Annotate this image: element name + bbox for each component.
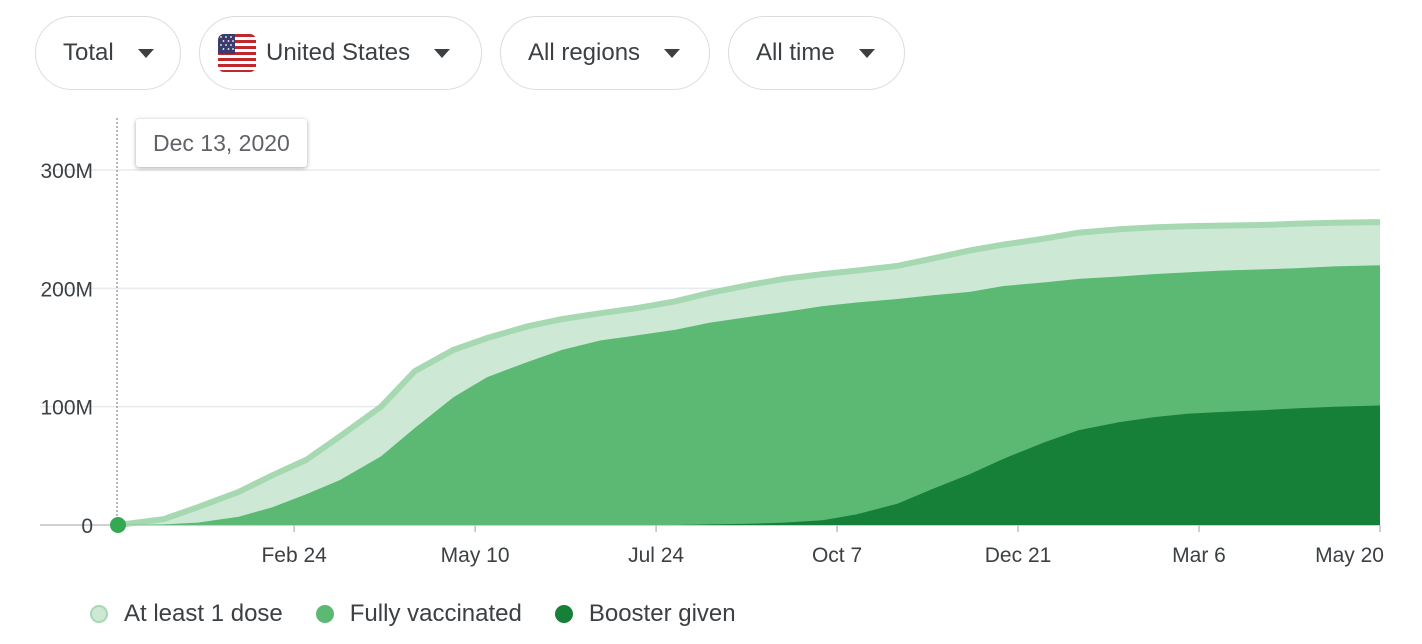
y-tick-label: 300M: [40, 160, 93, 183]
x-tick-label: Feb 24: [261, 544, 327, 567]
legend-item-booster-given[interactable]: Booster given: [554, 600, 736, 628]
caret-down-icon: [858, 48, 875, 58]
legend-swatch-at-least-one-dose: [90, 605, 108, 623]
x-tick-label: May 10: [441, 544, 510, 567]
chart-areas: [117, 219, 1381, 528]
legend-swatch-fully-vaccinated: [315, 605, 334, 623]
country-dropdown-label: United States: [266, 39, 411, 66]
region-dropdown-label: All regions: [528, 39, 641, 66]
legend-label: At least 1 dose: [124, 600, 283, 627]
y-tick-label: 200M: [40, 278, 93, 301]
country-dropdown[interactable]: United States: [199, 16, 482, 90]
chart-legend: At least 1 dose Fully vaccinated Booster…: [90, 600, 769, 628]
legend-item-at-least-one-dose[interactable]: At least 1 dose: [90, 600, 283, 628]
x-axis-labels: Feb 24 May 10 Jul 24 Oct 7 Dec 21 Mar 6 May 20: [261, 525, 1384, 567]
x-tick-label: Mar 6: [1172, 544, 1226, 567]
y-tick-label: 0: [81, 515, 93, 538]
vaccination-area-chart[interactable]: 0 100M 200M 300M Feb 24 May 10 Jul 24 Oct 7 Dec…: [0, 100, 1422, 590]
filter-bar: Total United State: [35, 16, 905, 90]
time-range-dropdown[interactable]: All time: [728, 16, 905, 90]
line-at-least-one-dose: [117, 219, 1381, 528]
caret-down-icon: [434, 48, 451, 58]
legend-label: Booster given: [588, 600, 736, 627]
metric-dropdown[interactable]: Total: [35, 16, 181, 90]
x-tick-label: Oct 7: [812, 544, 862, 567]
y-tick-label: 100M: [40, 397, 93, 420]
us-flag-icon: [218, 34, 256, 72]
x-tick-label: Dec 21: [985, 544, 1052, 567]
legend-label: Fully vaccinated: [349, 600, 522, 627]
date-tooltip: Dec 13, 2020: [136, 119, 307, 167]
region-dropdown[interactable]: All regions: [500, 16, 710, 90]
x-tick-label: May 20: [1315, 544, 1384, 567]
legend-item-fully-vaccinated[interactable]: Fully vaccinated: [315, 600, 522, 628]
caret-down-icon: [664, 48, 681, 58]
time-range-dropdown-label: All time: [756, 39, 835, 66]
caret-down-icon: [137, 48, 154, 58]
y-axis-labels: 0 100M 200M 300M: [40, 160, 93, 538]
area-booster-given: [118, 405, 1380, 525]
legend-swatch-booster-given: [554, 605, 573, 623]
tooltip-date: Dec 13, 2020: [153, 129, 290, 156]
hover-point-marker: [110, 517, 126, 533]
metric-dropdown-label: Total: [63, 39, 114, 66]
x-tick-label: Jul 24: [628, 544, 684, 567]
